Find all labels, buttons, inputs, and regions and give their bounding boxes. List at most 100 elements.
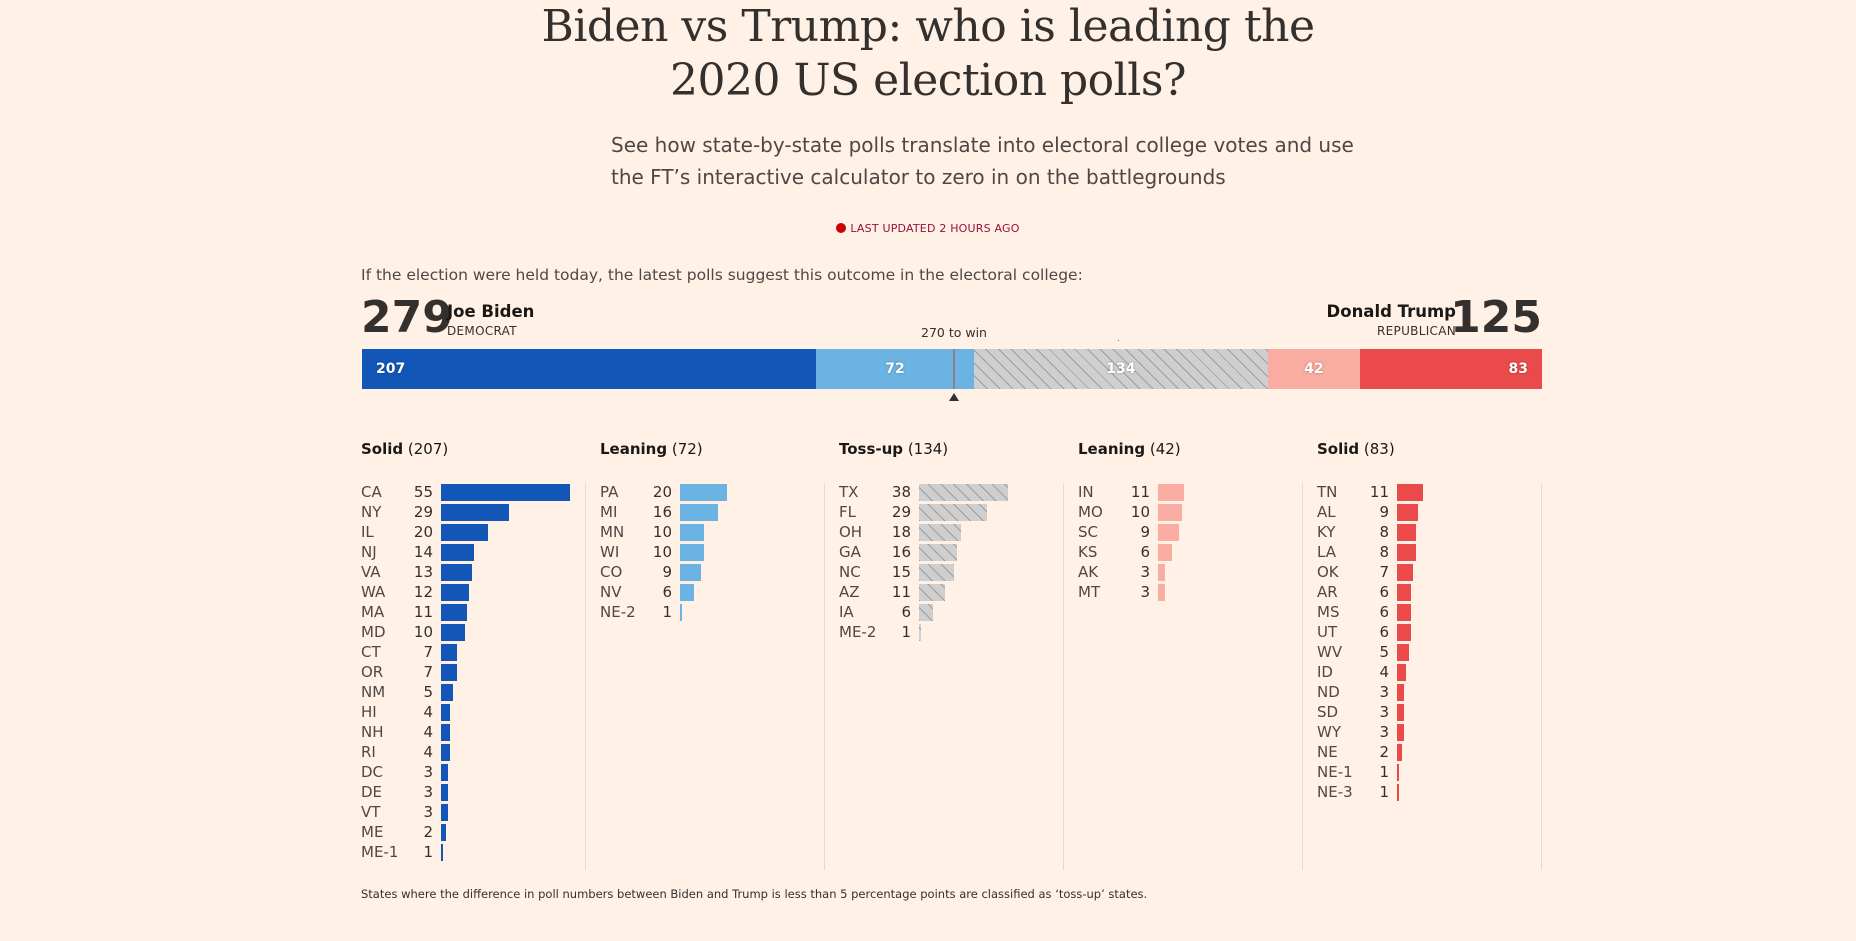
state-code: LA xyxy=(1317,543,1336,561)
headline-line-1: Biden vs Trump: who is leading the xyxy=(541,1,1315,52)
state-votes: 1 xyxy=(901,623,911,641)
state-bar xyxy=(1158,484,1184,501)
state-votes: 1 xyxy=(423,843,433,861)
state-code: KY xyxy=(1317,523,1336,541)
state-votes: 9 xyxy=(1379,503,1389,521)
state-votes: 11 xyxy=(891,583,911,601)
summary-segment-toss-up: 134 xyxy=(973,349,1268,389)
state-code: ME-2 xyxy=(839,623,877,641)
state-bar xyxy=(1397,644,1409,661)
state-bar xyxy=(1158,564,1166,581)
state-votes: 29 xyxy=(891,503,911,521)
state-bar xyxy=(1158,504,1182,521)
group-total: (83) xyxy=(1359,440,1395,458)
win-threshold-arrow-icon xyxy=(949,393,960,401)
state-bar xyxy=(441,644,458,661)
state-code: WI xyxy=(600,543,620,561)
state-votes: 8 xyxy=(1379,543,1389,561)
state-votes: 20 xyxy=(652,483,672,501)
state-votes: 7 xyxy=(423,663,433,681)
summary-segment-leaning-republican: 42 xyxy=(1267,349,1360,389)
state-bar xyxy=(441,784,449,801)
state-bar xyxy=(441,564,472,581)
state-code: ID xyxy=(1317,663,1333,681)
group-leaning-democrat: Leaning (72) PA 20 MI 16 MN 10 WI 10 CO 9 NV 6 NE-2 1 xyxy=(600,440,839,621)
state-votes: 3 xyxy=(423,763,433,781)
state-bar xyxy=(680,584,695,601)
state-bar xyxy=(1397,764,1400,781)
state-code: DE xyxy=(361,783,383,801)
summary-segment-label: 42 xyxy=(1304,361,1324,377)
state-bar xyxy=(680,504,718,521)
state-code: VA xyxy=(361,563,381,581)
state-bar xyxy=(441,524,488,541)
state-code: GA xyxy=(839,543,861,561)
state-code: NJ xyxy=(361,543,377,561)
state-bar xyxy=(1397,704,1405,721)
column-divider xyxy=(1302,483,1303,870)
state-votes: 12 xyxy=(413,583,433,601)
state-bar xyxy=(441,584,470,601)
state-code: MA xyxy=(361,603,385,621)
state-code: AK xyxy=(1078,563,1099,581)
state-code: NE-3 xyxy=(1317,783,1353,801)
column-divider xyxy=(1063,483,1064,870)
footnote: States where the difference in poll numb… xyxy=(361,887,1148,901)
state-votes: 10 xyxy=(1130,503,1150,521)
group-total: (72) xyxy=(667,440,703,458)
state-bar xyxy=(1397,624,1412,641)
state-votes: 6 xyxy=(1379,603,1389,621)
state-votes: 11 xyxy=(1369,483,1389,501)
tick-mark: · xyxy=(1117,336,1121,347)
state-bar xyxy=(441,504,510,521)
state-code: TN xyxy=(1317,483,1338,501)
state-votes: 1 xyxy=(662,603,672,621)
last-updated: LAST UPDATED 2 HOURS AGO xyxy=(0,222,1856,235)
state-code: MT xyxy=(1078,583,1101,601)
state-votes: 13 xyxy=(413,563,433,581)
state-bar xyxy=(1397,544,1416,561)
state-bar xyxy=(1158,524,1180,541)
state-votes: 18 xyxy=(891,523,911,541)
standfirst: See how state-by-state polls translate i… xyxy=(611,129,1354,193)
chart-intro: If the election were held today, the lat… xyxy=(361,266,1083,284)
group-title: Solid xyxy=(361,440,404,458)
state-votes: 11 xyxy=(413,603,433,621)
state-votes: 8 xyxy=(1379,523,1389,541)
state-votes: 15 xyxy=(891,563,911,581)
state-votes: 29 xyxy=(413,503,433,521)
state-bar xyxy=(1397,784,1400,801)
state-votes: 11 xyxy=(1130,483,1150,501)
state-code: MN xyxy=(600,523,625,541)
state-code: CO xyxy=(600,563,623,581)
state-code: CT xyxy=(361,643,381,661)
state-code: NE xyxy=(1317,743,1338,761)
state-votes: 5 xyxy=(1379,643,1389,661)
state-bar xyxy=(1397,604,1412,621)
state-votes: 6 xyxy=(1379,623,1389,641)
state-bar xyxy=(919,604,934,621)
state-code: NH xyxy=(361,723,384,741)
state-code: OR xyxy=(361,663,384,681)
win-threshold-line xyxy=(953,349,956,389)
standfirst-line-2: the FT’s interactive calculator to zero … xyxy=(611,165,1226,189)
state-bar xyxy=(680,524,704,541)
state-code: NE-1 xyxy=(1317,763,1353,781)
state-votes: 3 xyxy=(423,783,433,801)
group-title: Leaning xyxy=(600,440,668,458)
column-divider xyxy=(824,483,825,870)
summary-segment-leaning-democrat: 72 xyxy=(816,349,974,389)
electoral-college-bar: 207 72 134 42 83 xyxy=(362,349,1542,389)
state-votes: 55 xyxy=(413,483,433,501)
state-code: NE-2 xyxy=(600,603,636,621)
state-votes: 5 xyxy=(423,683,433,701)
group-toss-up: Toss-up (134) TX 38 FL 29 OH 18 GA 16 NC 15 AZ 11 IA 6… xyxy=(839,440,1078,641)
group-heading: Solid (207) xyxy=(361,440,600,458)
state-votes: 10 xyxy=(652,543,672,561)
state-bar xyxy=(919,584,945,601)
state-bar xyxy=(441,824,446,841)
state-bar xyxy=(919,624,922,641)
state-code: AZ xyxy=(839,583,860,601)
biden-name: Joe Biden xyxy=(447,302,535,321)
state-bar xyxy=(1397,724,1405,741)
